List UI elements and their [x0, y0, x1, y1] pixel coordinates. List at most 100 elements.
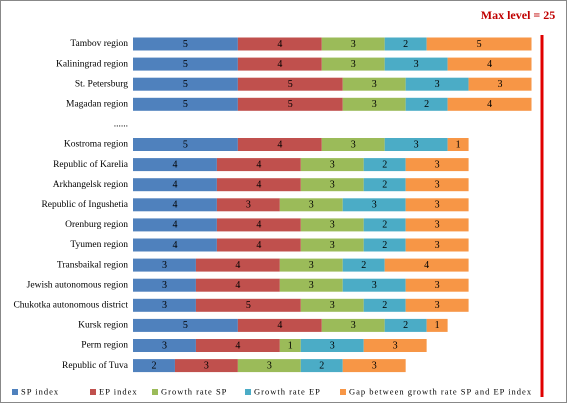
- bar-segment: [321, 37, 385, 51]
- bar-segment: [216, 218, 301, 232]
- category-label: St. Petersburg: [75, 79, 128, 89]
- bar-segment: [133, 218, 217, 232]
- value-label: 3: [330, 179, 335, 190]
- bar-segment: [384, 57, 448, 71]
- value-label: 3: [372, 79, 377, 90]
- value-label: 3: [162, 300, 167, 311]
- bar-segment: [405, 218, 469, 232]
- bar-segment: [133, 57, 238, 71]
- value-label: 2: [382, 240, 387, 251]
- value-label: 3: [246, 200, 251, 211]
- value-label: 2: [382, 179, 387, 190]
- category-label: Kaliningrad region: [56, 59, 128, 69]
- value-label: 1: [456, 139, 461, 150]
- bar-segment: [363, 238, 406, 252]
- value-label: 3: [162, 260, 167, 271]
- value-label: 3: [414, 139, 419, 150]
- legend-label: Growth rate EP: [254, 386, 321, 396]
- value-label: 4: [256, 220, 261, 231]
- value-label: 4: [235, 280, 240, 291]
- bar-segment: [321, 138, 385, 151]
- bar-segment: [468, 77, 532, 91]
- bar-segment: [447, 138, 469, 151]
- value-label: 3: [267, 360, 272, 371]
- bar-segment: [237, 318, 322, 332]
- bar-segment: [300, 158, 364, 172]
- bar-segment: [279, 198, 343, 212]
- bar-segment: [133, 318, 238, 332]
- bar-segment: [133, 238, 217, 252]
- bar-segment: [342, 97, 406, 111]
- value-label: 3: [372, 200, 377, 211]
- bar-segment: [195, 298, 301, 312]
- bar-segment: [133, 178, 217, 192]
- category-label: Kostroma region: [64, 140, 128, 150]
- value-label: 4: [487, 59, 492, 70]
- bar-segment: [133, 298, 196, 312]
- max-level-annotation: Max level = 25: [481, 8, 555, 22]
- value-label: 3: [372, 99, 377, 110]
- bar-segment: [405, 178, 469, 192]
- bar-segment: [300, 218, 364, 232]
- bar-segment: [405, 238, 469, 252]
- legend-swatch: [245, 389, 251, 395]
- bar-segment: [342, 77, 406, 91]
- bar-segment: [237, 97, 343, 111]
- category-label: Magadan region: [66, 99, 128, 109]
- value-label: 2: [361, 260, 366, 271]
- bar-segment: [133, 339, 196, 352]
- bar-segment: [195, 339, 280, 352]
- value-label: 4: [424, 260, 429, 271]
- value-label: 3: [330, 220, 335, 231]
- value-label: 2: [382, 300, 387, 311]
- bar-segment: [405, 298, 469, 312]
- value-label: 5: [288, 79, 293, 90]
- category-label: Perm region: [81, 341, 128, 351]
- value-label: 3: [309, 280, 314, 291]
- value-label: 3: [351, 39, 356, 50]
- bar-segment: [342, 198, 406, 212]
- value-label: 5: [288, 99, 293, 110]
- value-label: 1: [288, 340, 293, 351]
- category-label: Orenburg region: [65, 220, 128, 230]
- bar-segment: [237, 37, 322, 51]
- category-label: Republic of Ingushetia: [41, 199, 128, 210]
- value-label: 3: [414, 59, 419, 70]
- bar-segment: [426, 37, 532, 51]
- value-label: 2: [403, 320, 408, 331]
- value-label: 3: [372, 280, 377, 291]
- bar-segment: [133, 258, 196, 272]
- bar-segment: [216, 238, 301, 252]
- value-label: 4: [277, 39, 282, 50]
- value-label: 3: [435, 280, 440, 291]
- value-label: 2: [151, 360, 156, 371]
- bar-segment: [405, 158, 469, 172]
- value-label: 3: [162, 340, 167, 351]
- bar-segment: [342, 278, 406, 292]
- value-label: 4: [172, 220, 177, 231]
- bar-segment: [279, 278, 343, 292]
- value-label: 4: [256, 159, 261, 170]
- value-label: 3: [498, 79, 503, 90]
- value-label: 4: [277, 320, 282, 331]
- bar-segment: [384, 138, 448, 151]
- legend-swatch: [152, 389, 158, 395]
- value-label: 4: [277, 139, 282, 150]
- category-label: Kursk region: [78, 321, 128, 331]
- value-label: 3: [351, 59, 356, 70]
- value-label: 3: [330, 340, 335, 351]
- value-label: 3: [204, 360, 209, 371]
- bar-segment: [363, 298, 406, 312]
- bar-segment: [133, 278, 196, 292]
- value-label: 4: [172, 159, 177, 170]
- bar-segment: [216, 198, 280, 212]
- bar-segment: [300, 238, 364, 252]
- bar-segment: [405, 278, 469, 292]
- legend-label: EP index: [99, 386, 138, 396]
- bar-segment: [300, 359, 343, 373]
- value-label: 5: [183, 59, 188, 70]
- category-label: Arkhangelsk region: [53, 180, 128, 190]
- bar-segment: [447, 97, 532, 111]
- value-label: 1: [435, 320, 440, 331]
- value-label: 3: [330, 159, 335, 170]
